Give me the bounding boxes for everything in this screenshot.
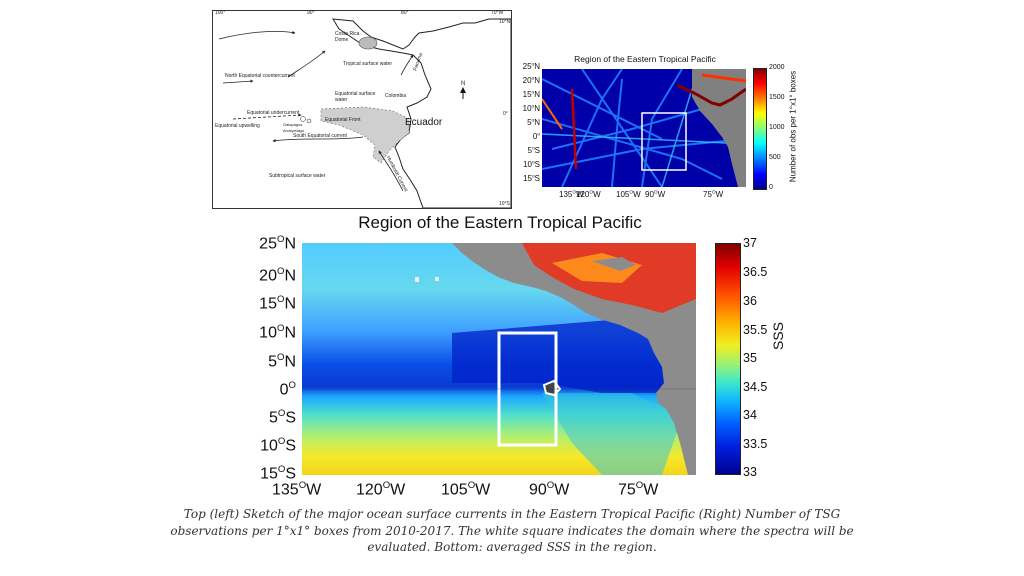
sss-coastal-plume [542, 393, 682, 475]
obs-hot-track [541, 98, 563, 130]
sketch-lat-tick: 10°S [499, 201, 510, 207]
equatorial-upwelling-label: Equatorial upwelling [215, 123, 260, 129]
obs-lon-tick: 75OW [703, 190, 724, 199]
sss-lat-tick: 10ON [259, 323, 296, 342]
sss-colorbar [715, 243, 741, 475]
sketch-lon-tick: 70°W [491, 10, 504, 16]
obs-hot-track [570, 88, 578, 170]
sss-lon-tick: 135OW [272, 480, 322, 499]
equatorial-front-label: Equatorial Front [325, 117, 361, 123]
obs-lat-axis: 25oN 20oN 15oN 10oN 5oN 0o 5oS 10oS 15oS [516, 62, 542, 192]
obs-lon-tick: 120OW [576, 190, 601, 199]
sss-map [302, 243, 696, 475]
necc-label: North Equatorial countercurrent [225, 73, 295, 79]
sss-lat-tick: 15OS [260, 464, 296, 483]
figure-caption: Top (left) Sketch of the major ocean sur… [170, 507, 854, 554]
costa-rica-dome-shape [358, 36, 378, 50]
sss-lat-tick: 15ON [259, 294, 296, 313]
sss-cb-tick: 37 [743, 236, 757, 250]
tropical-surface-water-label: Tropical surface water [343, 61, 392, 67]
sss-lon-tick: 90OW [529, 480, 570, 499]
sketch-lon-tick: 80° [401, 10, 409, 16]
sketch-lon-tick: 90° [307, 10, 315, 16]
obs-map-plot [541, 68, 747, 188]
sss-lon-tick: 120OW [356, 480, 406, 499]
sss-lat-tick: 25ON [259, 234, 296, 253]
sss-lon-tick: 75OW [618, 480, 659, 499]
sss-cb-tick: 33 [743, 465, 757, 479]
sss-lon-tick: 105OW [441, 480, 491, 499]
sss-cb-tick: 35.5 [743, 323, 768, 337]
north-arrow-head [460, 87, 466, 93]
sss-island [415, 277, 419, 282]
sss-map-title: Region of the Eastern Tropical Pacific [358, 213, 642, 232]
equatorial-undercurrent-label: Equatorial undercurrent [247, 110, 300, 116]
obs-cb-tick: 0 [769, 184, 773, 191]
obs-cb-tick: 2000 [769, 64, 785, 71]
sketch-drawing [218, 18, 511, 208]
ecuador-label: Ecuador [405, 117, 443, 128]
sss-lat-tick: 5OS [268, 408, 296, 427]
obs-lat-tick: 0o [532, 132, 540, 141]
equatorial-front-band [320, 106, 410, 164]
necc-arrow-1 [222, 79, 254, 84]
sss-domain-box [497, 331, 558, 447]
galapagos-island [300, 116, 306, 122]
obs-lat-tick: 20oN [522, 76, 540, 85]
currents-sketch: 100° 90° 80° 70°W 10°N 0° 10°S Costa Ric… [212, 10, 512, 209]
equatorial-surface-water-label: Equatorial surface water [335, 91, 376, 103]
obs-lon-tick: 90OW [645, 190, 666, 199]
sec-label: South Equatorial current [293, 133, 347, 139]
colombia-arrow [400, 54, 414, 76]
humboldt-arrow [378, 150, 404, 192]
obs-lat-tick: 5oS [527, 146, 540, 155]
obs-colorbar [753, 68, 767, 190]
sss-lat-tick: 0O [279, 380, 296, 399]
sss-cb-tick: 33.5 [743, 437, 768, 451]
obs-domain-box [641, 112, 687, 171]
galapagos-label: Galapagos Archipelago [283, 122, 305, 133]
obs-lon-tick: 105OW [616, 190, 641, 199]
costa-rica-dome-label: Costa Rica Dome [335, 31, 360, 43]
necc-arrow-2 [287, 50, 326, 78]
sss-cuba [592, 257, 636, 271]
obs-cb-tick: 500 [769, 154, 781, 161]
sss-cb-tick: 34.5 [743, 380, 768, 394]
colombia-label: Colombia [385, 93, 407, 99]
coastline [332, 18, 511, 208]
obs-lat-tick: 15oN [522, 90, 540, 99]
obs-lat-tick: 10oN [522, 104, 540, 113]
sss-cb-tick: 36.5 [743, 265, 768, 279]
sec-arrow [272, 136, 364, 143]
sss-cb-tick: 35 [743, 351, 757, 365]
obs-lat-tick: 10oS [523, 160, 540, 169]
sketch-lat-tick: 10°N [499, 19, 511, 25]
obs-map [541, 68, 747, 188]
sss-island [435, 277, 439, 281]
obs-cb-tick: 1000 [769, 124, 785, 131]
sketch-lat-tick: 0° [503, 111, 508, 117]
upper-current-arrow [218, 30, 296, 40]
sss-lat-tick: 20ON [259, 266, 296, 285]
sss-map-plot [302, 243, 696, 475]
north-label: N [461, 81, 466, 87]
sss-lat-tick: 10OS [260, 436, 296, 455]
obs-map-title: Region of the Eastern Tropical Pacific [574, 54, 716, 64]
obs-lon-tick: 135OW [559, 190, 584, 199]
galapagos-island [306, 118, 312, 124]
obs-lat-tick: 25oN [522, 62, 540, 71]
obs-colorbar-label: Number of obs per 1°x1° boxes [788, 70, 798, 183]
obs-caribbean-track [701, 73, 747, 83]
obs-coast-track [676, 83, 747, 107]
obs-lat-tick: 5oN [527, 118, 540, 127]
sketch-lon-tick: 100° [215, 10, 226, 16]
sss-cb-tick: 36 [743, 294, 757, 308]
subtropical-surface-water-label: Subtropical surface water [269, 173, 326, 179]
sss-cb-tick: 34 [743, 408, 757, 422]
obs-cb-tick: 1500 [769, 94, 785, 101]
undercurrent-arrow [232, 113, 302, 120]
sss-lat-tick: 5ON [268, 352, 296, 371]
obs-lat-tick: 15oS [523, 174, 540, 183]
sss-colorbar-label: SSS [770, 321, 786, 350]
